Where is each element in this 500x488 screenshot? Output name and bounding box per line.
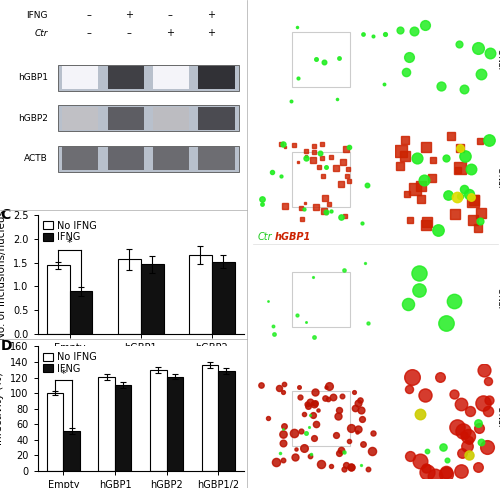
Bar bbox=[292, 391, 350, 446]
Bar bbox=[166, 377, 183, 471]
Y-axis label: Infectivity (%): Infectivity (%) bbox=[0, 372, 4, 445]
Bar bbox=[212, 262, 234, 334]
FancyBboxPatch shape bbox=[62, 147, 98, 170]
FancyBboxPatch shape bbox=[58, 105, 239, 131]
FancyBboxPatch shape bbox=[62, 107, 98, 130]
Legend: No IFNG, IFNG: No IFNG, IFNG bbox=[42, 351, 98, 375]
Text: Inset: Inset bbox=[400, 0, 424, 2]
Bar bbox=[47, 265, 70, 334]
Text: hGBP1: hGBP1 bbox=[275, 0, 311, 2]
Text: –: – bbox=[127, 28, 132, 38]
FancyBboxPatch shape bbox=[153, 147, 190, 170]
FancyBboxPatch shape bbox=[198, 147, 234, 170]
Text: hGBP1: hGBP1 bbox=[275, 232, 311, 242]
Bar bbox=[292, 32, 350, 87]
Text: A: A bbox=[0, 0, 11, 1]
FancyBboxPatch shape bbox=[58, 64, 239, 91]
Text: IFNG: IFNG bbox=[26, 11, 48, 20]
Text: Ctr: Ctr bbox=[258, 0, 272, 2]
Text: Ctr: Ctr bbox=[34, 29, 48, 38]
FancyBboxPatch shape bbox=[198, 66, 234, 89]
Text: D: D bbox=[0, 339, 12, 353]
Text: Inset: Inset bbox=[400, 232, 424, 242]
Text: –: – bbox=[86, 28, 91, 38]
FancyBboxPatch shape bbox=[58, 145, 239, 172]
FancyBboxPatch shape bbox=[153, 107, 190, 130]
Bar bbox=[141, 264, 164, 334]
FancyBboxPatch shape bbox=[62, 66, 98, 89]
Bar bbox=[218, 371, 234, 471]
FancyBboxPatch shape bbox=[108, 147, 144, 170]
Bar bbox=[118, 259, 141, 334]
Text: +: + bbox=[166, 28, 174, 38]
Text: *: * bbox=[67, 238, 72, 248]
Bar bbox=[115, 386, 132, 471]
Bar bbox=[292, 152, 350, 207]
Text: Ctr: Ctr bbox=[258, 232, 272, 242]
FancyBboxPatch shape bbox=[108, 107, 144, 130]
FancyBboxPatch shape bbox=[198, 107, 234, 130]
Text: +: + bbox=[206, 10, 214, 20]
Text: B: B bbox=[259, 0, 270, 2]
Bar bbox=[292, 271, 350, 326]
Bar bbox=[150, 370, 166, 471]
Text: –: – bbox=[86, 10, 91, 20]
Text: +: + bbox=[126, 10, 134, 20]
Text: *: * bbox=[60, 369, 66, 379]
Text: hGBP1: hGBP1 bbox=[18, 73, 48, 82]
Bar bbox=[64, 431, 80, 471]
Text: –: – bbox=[168, 10, 172, 20]
Bar bbox=[98, 377, 115, 471]
Text: hGBP2: hGBP2 bbox=[18, 114, 48, 123]
Y-axis label: No. of inclusions/nucleus: No. of inclusions/nucleus bbox=[0, 209, 8, 340]
Text: +: + bbox=[206, 28, 214, 38]
FancyBboxPatch shape bbox=[108, 66, 144, 89]
Legend: No IFNG, IFNG: No IFNG, IFNG bbox=[42, 220, 98, 243]
Text: ACTB: ACTB bbox=[24, 154, 48, 163]
Bar bbox=[189, 255, 212, 334]
Text: C: C bbox=[0, 207, 10, 222]
Bar bbox=[202, 365, 218, 471]
Bar bbox=[70, 291, 92, 334]
FancyBboxPatch shape bbox=[153, 66, 190, 89]
Bar bbox=[47, 393, 64, 471]
